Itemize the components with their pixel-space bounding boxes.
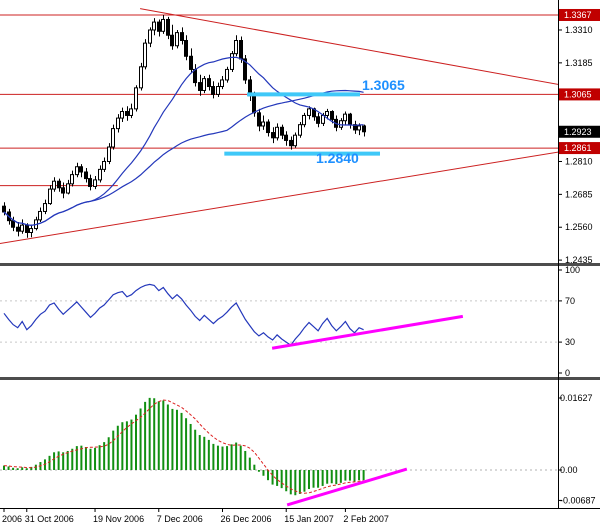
support-price-label[interactable]: 1.2840 xyxy=(316,150,359,166)
current-price-badge: 1.2923 xyxy=(559,125,600,138)
date-tick-label: 19 Nov 2006 xyxy=(93,514,144,524)
panel-frame xyxy=(0,0,600,509)
macd-histogram xyxy=(3,397,365,496)
macd-tick-label: 0.00 xyxy=(560,465,578,475)
date-tick-label: 26 Dec 2006 xyxy=(220,514,271,524)
oscillator-tick-label: 30 xyxy=(565,337,575,347)
plot-area[interactable] xyxy=(0,8,600,507)
panel-separator[interactable] xyxy=(0,263,600,266)
moving-average-line xyxy=(3,89,364,226)
resistance-price-label[interactable]: 1.3065 xyxy=(362,77,405,93)
date-tick-label: 7 Dec 2006 xyxy=(157,514,203,524)
svg-text:1.3065: 1.3065 xyxy=(564,89,592,99)
trend-line[interactable] xyxy=(140,8,600,92)
date-tick-label: 2006 xyxy=(2,514,22,524)
price-tick-label: 1.3310 xyxy=(565,25,593,35)
panel-separator[interactable] xyxy=(0,377,600,380)
trend-line[interactable] xyxy=(0,145,600,244)
price-tick-label: 1.2685 xyxy=(565,189,593,199)
macd-tick-label: 0.01627 xyxy=(560,393,593,403)
price-tick-label: 1.2435 xyxy=(565,255,593,265)
macd-signal-line xyxy=(3,399,364,494)
svg-text:1.2923: 1.2923 xyxy=(564,127,592,137)
price-tick-label: 1.2560 xyxy=(565,222,593,232)
macd-trend-line[interactable] xyxy=(286,467,408,507)
svg-text:1.3367: 1.3367 xyxy=(564,10,592,20)
level-price-badge: 1.3065 xyxy=(559,88,600,101)
price-tick-label: 1.2810 xyxy=(565,156,593,166)
level-price-badge: 1.2861 xyxy=(559,142,600,155)
level-price-badge: 1.3367 xyxy=(559,8,600,21)
date-tick-label: 2 Feb 2007 xyxy=(343,514,389,524)
oscillator-tick-label: 100 xyxy=(565,265,580,275)
candles-series xyxy=(2,14,366,238)
oscillator-tick-label: 70 xyxy=(565,296,575,306)
price-axis[interactable]: 1.3310 1.3185 1.2810 1.2685 1.2560 1.2435 1.33… xyxy=(558,8,600,505)
price-tick-label: 1.3185 xyxy=(565,58,593,68)
macd-tick-label: -0.00687 xyxy=(560,495,596,505)
time-axis[interactable]: 2006 31 Oct 2006 19 Nov 2006 7 Dec 2006 26 D… xyxy=(2,508,389,524)
svg-text:1.2861: 1.2861 xyxy=(564,143,592,153)
oscillator-line xyxy=(3,283,364,347)
oscillator-trend-line[interactable] xyxy=(271,314,464,350)
date-tick-label: 31 Oct 2006 xyxy=(25,514,74,524)
date-tick-label: 15 Jan 2007 xyxy=(284,514,334,524)
oscillator-tick-label: 0 xyxy=(565,368,570,378)
